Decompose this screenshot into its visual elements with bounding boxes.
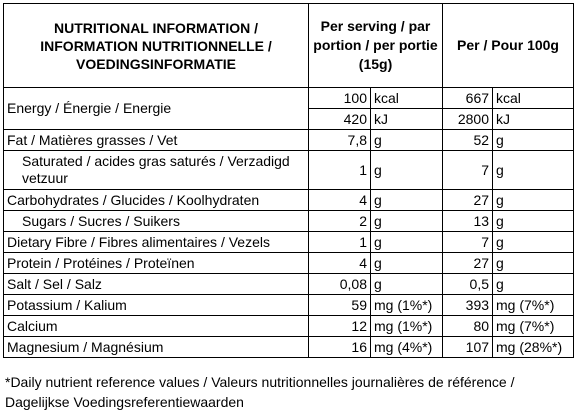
nutrient-label: Sugars / Sucres / Suikers bbox=[3, 210, 309, 232]
table-row: Saturated / acides gras saturés / Verzad… bbox=[3, 150, 575, 190]
header-per-serving: Per serving / par portion / per portie (… bbox=[307, 3, 444, 88]
energy-kcal-serving: 100 bbox=[308, 87, 371, 109]
nutrient-label: Calcium bbox=[3, 315, 309, 337]
energy-kcal-serving-unit: kcal bbox=[369, 87, 444, 109]
energy-row-kcal: Energy / Énergie / Energie 100 kcal 667 … bbox=[3, 87, 575, 130]
nutrient-label: Fat / Matières grasses / Vet bbox=[3, 129, 309, 151]
per100-unit: g bbox=[492, 210, 575, 232]
per100-value: 393 bbox=[442, 294, 494, 316]
energy-kcal-per100: 667 bbox=[442, 87, 494, 109]
table-row: Salt / Sel / Salz 0,08 g 0,5 g bbox=[3, 273, 575, 295]
serving-value: 12 bbox=[308, 315, 371, 337]
per100-unit: mg (7%*) bbox=[492, 315, 575, 337]
per100-value: 27 bbox=[442, 189, 494, 211]
nutrient-label: Potassium / Kalium bbox=[3, 294, 309, 316]
header-row: NUTRITIONAL INFORMATION / INFORMATION NU… bbox=[3, 3, 575, 88]
per100-unit: g bbox=[492, 273, 575, 295]
header-per-100g: Per / Pour 100g bbox=[442, 3, 575, 88]
per100-unit: g bbox=[492, 252, 575, 274]
energy-label: Energy / Énergie / Energie bbox=[3, 87, 309, 130]
nutrient-label: Protein / Protéines / Proteïnen bbox=[3, 252, 309, 274]
header-nutritional-information: NUTRITIONAL INFORMATION / INFORMATION NU… bbox=[3, 3, 309, 88]
energy-kj-serving-unit: kJ bbox=[369, 108, 444, 130]
nutrient-label: Salt / Sel / Salz bbox=[3, 273, 309, 295]
energy-kj-per100: 2800 bbox=[442, 108, 494, 130]
footnote: *Daily nutrient reference values / Valeu… bbox=[5, 374, 515, 410]
per100-value: 7 bbox=[442, 231, 494, 253]
table-row: Sugars / Sucres / Suikers 2 g 13 g bbox=[3, 210, 575, 232]
per100-unit: g bbox=[492, 129, 575, 151]
energy-kj-serving: 420 bbox=[308, 108, 371, 130]
table-row: Carbohydrates / Glucides / Koolhydraten … bbox=[3, 189, 575, 211]
per100-value: 13 bbox=[442, 210, 494, 232]
per100-value: 0,5 bbox=[442, 273, 494, 295]
table-row: Calcium 12 mg (1%*) 80 mg (7%*) bbox=[3, 315, 575, 337]
table-row: Magnesium / Magnésium 16 mg (4%*) 107 mg… bbox=[3, 336, 575, 358]
serving-value: 7,8 bbox=[308, 129, 371, 151]
energy-kcal-per100-unit: kcal bbox=[492, 87, 575, 109]
serving-unit: g bbox=[369, 231, 444, 253]
per100-unit: mg (7%*) bbox=[492, 294, 575, 316]
serving-unit: mg (1%*) bbox=[369, 315, 444, 337]
energy-kj-per100-unit: kJ bbox=[492, 108, 575, 130]
serving-value: 0,08 bbox=[308, 273, 371, 295]
serving-unit: g bbox=[369, 252, 444, 274]
per100-value: 27 bbox=[442, 252, 494, 274]
serving-value: 4 bbox=[308, 189, 371, 211]
per100-unit: g bbox=[492, 189, 575, 211]
serving-unit: g bbox=[369, 129, 444, 151]
per100-value: 107 bbox=[442, 336, 494, 358]
table-row: Protein / Protéines / Proteïnen 4 g 27 g bbox=[3, 252, 575, 274]
nutrient-label: Magnesium / Magnésium bbox=[3, 336, 309, 358]
per100-value: 80 bbox=[442, 315, 494, 337]
energy-row-kj: 420 kJ 2800 kJ bbox=[4, 108, 575, 130]
serving-value: 59 bbox=[308, 294, 371, 316]
serving-unit: g bbox=[369, 150, 444, 190]
nutrient-label: Saturated / acides gras saturés / Verzad… bbox=[3, 150, 309, 190]
serving-unit: mg (4%*) bbox=[369, 336, 444, 358]
serving-unit: g bbox=[369, 210, 444, 232]
serving-value: 1 bbox=[308, 150, 371, 190]
serving-value: 4 bbox=[308, 252, 371, 274]
serving-value: 2 bbox=[308, 210, 371, 232]
per100-value: 7 bbox=[442, 150, 494, 190]
nutrition-table: NUTRITIONAL INFORMATION / INFORMATION NU… bbox=[3, 3, 575, 358]
table-row: Fat / Matières grasses / Vet 7,8 g 52 g bbox=[3, 129, 575, 151]
table-row: Potassium / Kalium 59 mg (1%*) 393 mg (7… bbox=[3, 294, 575, 316]
serving-value: 1 bbox=[308, 231, 371, 253]
per100-unit: mg (28%*) bbox=[492, 336, 575, 358]
table-row: Dietary Fibre / Fibres alimentaires / Ve… bbox=[3, 231, 575, 253]
per100-value: 52 bbox=[442, 129, 494, 151]
serving-unit: g bbox=[369, 273, 444, 295]
serving-unit: mg (1%*) bbox=[369, 294, 444, 316]
nutrient-label: Carbohydrates / Glucides / Koolhydraten bbox=[3, 189, 309, 211]
per100-unit: g bbox=[492, 231, 575, 253]
nutrient-label: Dietary Fibre / Fibres alimentaires / Ve… bbox=[3, 231, 309, 253]
per100-unit: g bbox=[492, 150, 575, 190]
serving-unit: g bbox=[369, 189, 444, 211]
serving-value: 16 bbox=[308, 336, 371, 358]
